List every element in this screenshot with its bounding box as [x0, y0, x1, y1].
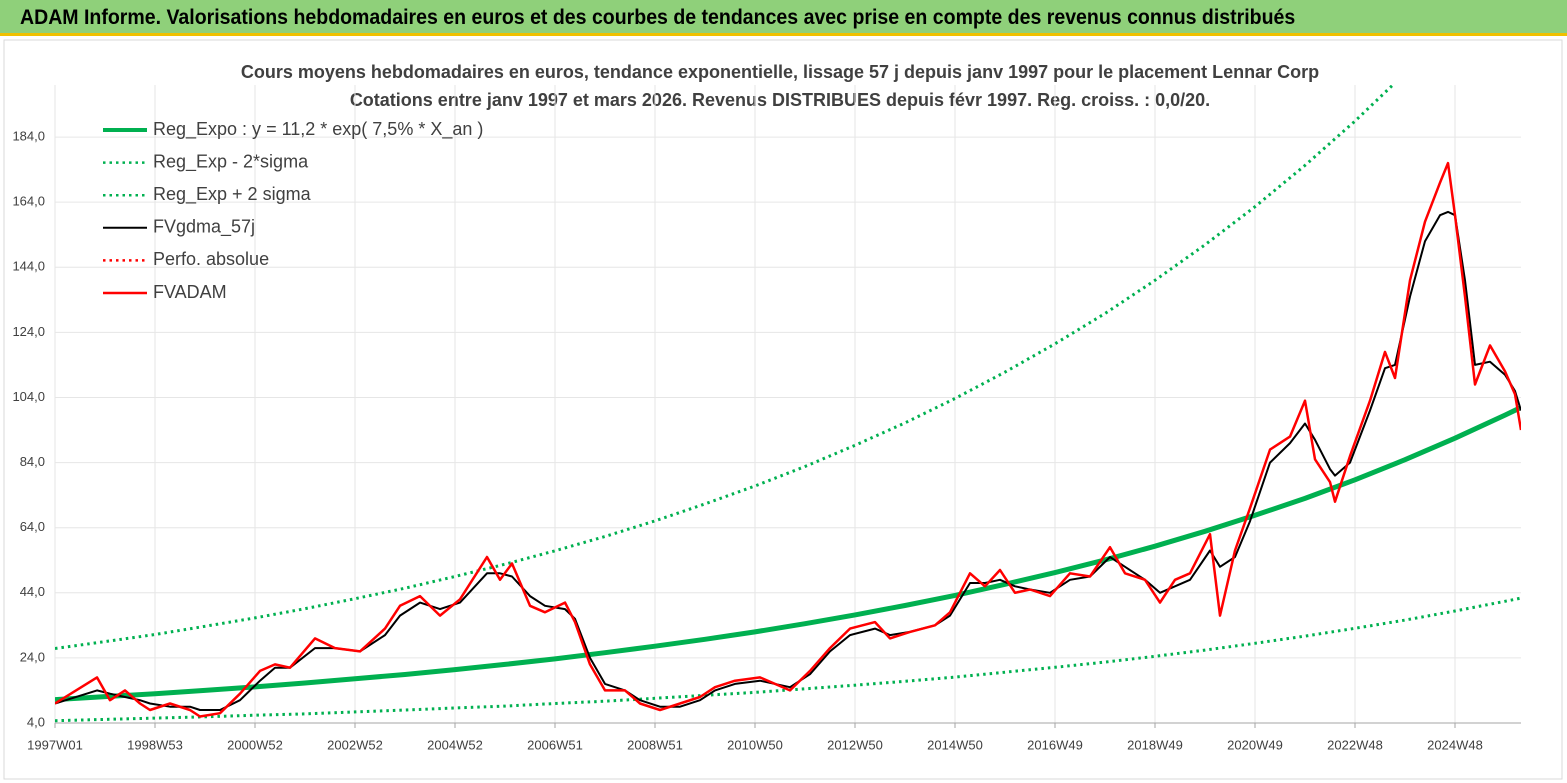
- legend-label: FVgdma_57j: [153, 217, 255, 238]
- x-tick-label: 2014W50: [927, 737, 983, 752]
- x-tick-label: 2018W49: [1127, 737, 1183, 752]
- x-tick-label: 2000W52: [227, 737, 283, 752]
- y-tick-label: 104,0: [12, 389, 45, 404]
- x-tick-label: 1997W01: [27, 737, 83, 752]
- series-line: [55, 405, 1521, 703]
- x-tick-label: 2022W48: [1327, 737, 1383, 752]
- legend-label: Reg_Exp + 2 sigma: [153, 184, 312, 205]
- legend-label: Reg_Expo : y = 11,2 * exp( 7,5% * X_an ): [153, 119, 483, 140]
- x-tick-label: 2004W52: [427, 737, 483, 752]
- header-title: ADAM Informe. Valorisations hebdomadaire…: [20, 6, 1296, 29]
- y-tick-label: 64,0: [20, 519, 45, 534]
- x-tick-label: 2008W51: [627, 737, 683, 752]
- x-tick-label: 1998W53: [127, 737, 183, 752]
- y-tick-label: 84,0: [20, 454, 45, 469]
- x-tick-label: 2016W49: [1027, 737, 1083, 752]
- legend-label: FVADAM: [153, 282, 227, 302]
- y-tick-label: 4,0: [27, 714, 45, 729]
- x-tick-label: 2012W50: [827, 737, 883, 752]
- x-tick-label: 2024W48: [1427, 737, 1483, 752]
- x-tick-label: 2002W52: [327, 737, 383, 752]
- y-tick-label: 44,0: [20, 584, 45, 599]
- y-tick-label: 24,0: [20, 649, 45, 664]
- chart-title: Cours moyens hebdomadaires en euros, ten…: [241, 62, 1319, 82]
- legend-label: Reg_Exp - 2*sigma: [153, 151, 309, 172]
- series-line: [55, 161, 1521, 718]
- chart-subtitle: Cotations entre janv 1997 et mars 2026. …: [350, 90, 1210, 110]
- header: ADAM Informe. Valorisations hebdomadaire…: [0, 0, 1567, 36]
- x-tick-label: 2006W51: [527, 737, 583, 752]
- x-tick-label: 2010W50: [727, 737, 783, 752]
- y-tick-label: 144,0: [12, 259, 45, 274]
- plot: [55, 85, 1521, 723]
- series-line: [55, 210, 1521, 711]
- x-tick-label: 2020W49: [1227, 737, 1283, 752]
- y-tick-label: 184,0: [12, 129, 45, 144]
- legend-label: Perfo. absolue: [153, 249, 269, 269]
- chart: Cours moyens hebdomadaires en euros, ten…: [3, 39, 1563, 780]
- series-line: [55, 85, 1395, 650]
- y-tick-label: 124,0: [12, 324, 45, 339]
- y-tick-label: 164,0: [12, 194, 45, 209]
